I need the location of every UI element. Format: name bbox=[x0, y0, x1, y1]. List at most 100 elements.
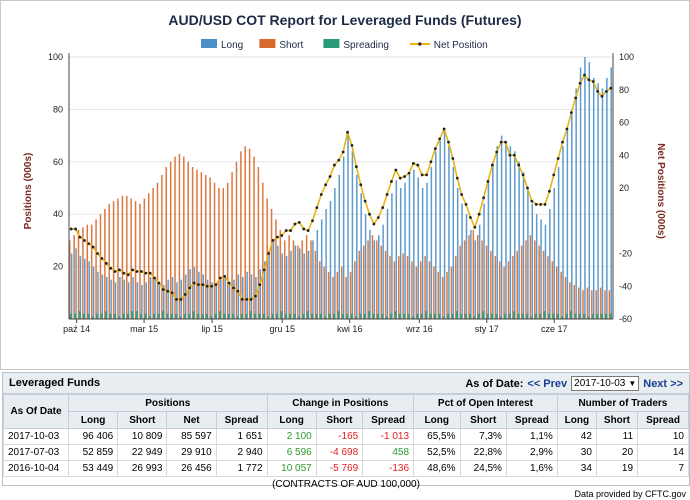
short-bar bbox=[582, 290, 584, 319]
col-header: Spread bbox=[362, 411, 415, 429]
spreading-bar bbox=[254, 313, 257, 319]
legend-label: Short bbox=[279, 40, 303, 51]
legend-label: Net Position bbox=[434, 40, 488, 51]
short-bar bbox=[455, 256, 457, 319]
short-bar bbox=[270, 208, 273, 319]
net-position-point bbox=[455, 176, 459, 180]
net-position-point bbox=[166, 289, 170, 293]
cell: 2,9% bbox=[505, 444, 558, 461]
spreading-bar bbox=[69, 313, 72, 319]
y-left-tick-label: 40 bbox=[53, 209, 63, 219]
spreading-bar bbox=[583, 313, 586, 319]
chart-title: AUD/USD COT Report for Leveraged Funds (… bbox=[168, 12, 521, 28]
short-bar bbox=[332, 277, 334, 319]
prev-date-link[interactable]: << Prev bbox=[527, 377, 568, 390]
spreading-bar bbox=[87, 313, 90, 319]
long-bar bbox=[566, 130, 569, 319]
long-bar bbox=[228, 282, 231, 319]
net-position-point bbox=[148, 271, 152, 275]
long-bar bbox=[224, 277, 226, 319]
pct-oi-header: Pct of Open Interest bbox=[413, 394, 558, 412]
spreading-bar bbox=[596, 313, 599, 319]
short-bar bbox=[362, 245, 365, 319]
short-bar bbox=[73, 235, 75, 319]
spreading-bar bbox=[144, 313, 147, 319]
spreading-bar bbox=[548, 313, 551, 319]
spreading-bar bbox=[293, 313, 296, 319]
net-position-point bbox=[328, 175, 332, 178]
short-bar bbox=[82, 227, 84, 319]
legend-swatch-spreading bbox=[323, 39, 340, 48]
spreading-bar bbox=[276, 313, 279, 319]
net-position-point bbox=[508, 153, 512, 157]
spreading-bar bbox=[219, 311, 222, 319]
short-bar bbox=[481, 240, 483, 319]
short-bar bbox=[222, 188, 225, 319]
x-tick-label: sty 17 bbox=[475, 324, 499, 334]
date-select[interactable]: 2017-10-03 ▼ bbox=[571, 376, 640, 391]
cell: 65,5% bbox=[413, 428, 461, 445]
long-bar bbox=[421, 188, 424, 319]
net-position-point bbox=[306, 229, 310, 232]
spreading-bar bbox=[105, 311, 107, 319]
short-bar bbox=[520, 245, 523, 319]
short-bar bbox=[604, 290, 606, 319]
short-bar bbox=[77, 229, 80, 319]
col-header: Long bbox=[67, 411, 119, 429]
net-position-point bbox=[104, 261, 108, 265]
spreading-bar bbox=[377, 313, 379, 319]
long-bar bbox=[97, 271, 99, 319]
spreading-bar bbox=[412, 316, 415, 319]
spreading-bar bbox=[192, 311, 195, 319]
short-bar bbox=[534, 240, 536, 319]
net-position-point bbox=[416, 163, 420, 167]
net-position-point bbox=[381, 206, 385, 210]
spreading-bar bbox=[179, 316, 182, 319]
long-bar bbox=[154, 279, 156, 319]
legend-swatch-net-position-point bbox=[418, 42, 422, 46]
long-bar bbox=[575, 88, 577, 319]
net-position-point bbox=[521, 173, 525, 177]
cell: 1,6% bbox=[505, 460, 558, 477]
short-bar bbox=[178, 153, 181, 319]
y-right-tick-label: -20 bbox=[619, 249, 632, 259]
spreading-bar bbox=[482, 311, 485, 319]
spreading-bar bbox=[394, 311, 397, 319]
long-bar bbox=[70, 253, 73, 319]
short-bar bbox=[183, 156, 185, 319]
long-bar bbox=[342, 156, 345, 319]
short-bar bbox=[463, 240, 466, 319]
spreading-bar bbox=[175, 313, 178, 319]
long-bar bbox=[391, 193, 393, 319]
spreading-bar bbox=[539, 313, 542, 319]
spreading-bar bbox=[451, 313, 454, 319]
short-bar bbox=[205, 174, 207, 319]
spreading-bar bbox=[100, 313, 103, 319]
cell: -165 bbox=[315, 428, 364, 445]
short-bar bbox=[446, 271, 448, 319]
net-position-point bbox=[420, 173, 424, 177]
short-bar bbox=[569, 282, 571, 319]
cell: 10 809 bbox=[117, 428, 168, 445]
short-bar bbox=[551, 261, 554, 319]
short-bar bbox=[117, 198, 119, 319]
net-position-point bbox=[552, 173, 556, 177]
cell: 42 bbox=[556, 428, 597, 445]
short-bar bbox=[367, 240, 369, 319]
short-bar bbox=[564, 277, 567, 319]
short-bar bbox=[591, 290, 593, 319]
long-bar bbox=[119, 277, 121, 319]
long-bar bbox=[88, 261, 90, 319]
net-position-point bbox=[407, 171, 411, 175]
next-date-link[interactable]: Next >> bbox=[643, 377, 683, 390]
long-bar bbox=[325, 208, 327, 319]
net-position-point bbox=[447, 140, 450, 144]
net-position-point bbox=[210, 284, 213, 288]
net-position-point bbox=[600, 94, 604, 98]
spreading-bar bbox=[552, 313, 555, 319]
short-bar bbox=[99, 214, 102, 319]
net-position-point bbox=[486, 180, 490, 183]
cell: -5 769 bbox=[315, 460, 364, 477]
net-position-point bbox=[153, 276, 156, 280]
long-bar bbox=[373, 240, 376, 319]
